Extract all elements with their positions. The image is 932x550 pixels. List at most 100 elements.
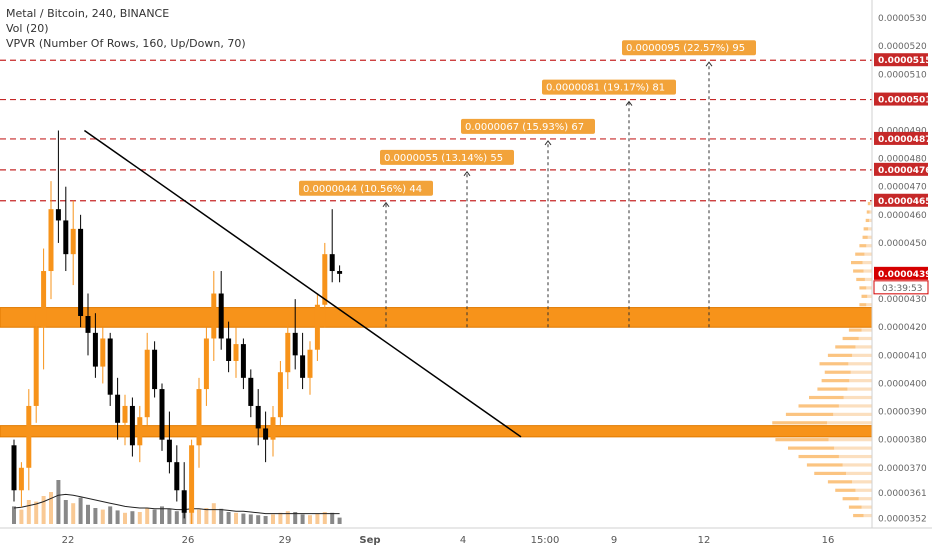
volume-bar [115, 510, 120, 524]
vpvr-up-bar [848, 505, 862, 509]
target-label-text: 0.0000081 (19.17%) 81 [546, 83, 665, 94]
volume-bar [86, 504, 90, 524]
volume-bar [337, 517, 342, 524]
vpvr-down-bar [849, 379, 872, 383]
candle-body [300, 355, 306, 378]
candle-body [174, 462, 180, 491]
price-tick-label: 0.0000480 [878, 155, 927, 165]
vpvr-up-bar [827, 353, 853, 357]
vpvr-down-bar [852, 353, 872, 357]
volume-bar [241, 513, 246, 524]
vpvr-down-bar [847, 387, 872, 391]
price-tick-label: 0.0000450 [878, 239, 927, 249]
price-tick-label: 0.0000410 [878, 351, 927, 361]
target-label-bg [622, 40, 756, 56]
volume-bar [211, 503, 216, 524]
target-arrow-head [625, 100, 633, 106]
vpvr-down-bar [869, 210, 872, 214]
vpvr-down-bar [843, 395, 872, 400]
candle-body [211, 293, 217, 339]
volume-bar [204, 508, 209, 524]
target-label-bg [380, 149, 514, 165]
vpvr-indicator-label[interactable]: VPVR (Number Of Rows, 160, Up/Down, 70) [6, 37, 246, 50]
target-label-bg [299, 180, 433, 196]
vpvr-down-bar [842, 463, 872, 467]
price-tick-label: 0.0000430 [878, 295, 927, 305]
volume-bar [167, 508, 172, 524]
countdown-bg [873, 280, 929, 295]
volume-bar [322, 512, 327, 524]
candle-body [129, 405, 135, 446]
vpvr-down-bar [863, 513, 872, 518]
candle-body [196, 389, 202, 446]
vpvr-down-bar [855, 345, 872, 349]
candle-body [189, 445, 195, 513]
volume-bar [100, 509, 105, 524]
vpvr-down-bar [858, 336, 872, 341]
volume-bar [293, 512, 298, 524]
vpvr-up-bar [806, 463, 843, 467]
vpvr-up-bar [853, 513, 864, 518]
vpvr-up-bar [859, 286, 867, 290]
price-tick-label: 0.0000420 [878, 323, 927, 333]
vpvr-down-bar [864, 252, 872, 256]
candle-body [322, 254, 328, 305]
vpvr-down-bar [838, 404, 872, 408]
volume-indicator-label[interactable]: Vol (20) [6, 22, 49, 35]
vpvr-down-bar [870, 201, 872, 206]
vpvr-down-bar [848, 362, 872, 366]
target-arrow-head [463, 171, 471, 177]
candle-body [11, 445, 17, 491]
vpvr-down-bar [852, 480, 872, 484]
vpvr-up-bar [859, 244, 867, 248]
volume-bar [49, 492, 53, 524]
candle-body [48, 209, 54, 272]
volume-bar [234, 512, 238, 524]
price-tick-label: 0.0000370 [878, 464, 927, 474]
level-label-text: 0.0000515 [878, 56, 932, 66]
volume-ma-line [13, 493, 340, 515]
candle-body [107, 338, 113, 395]
vpvr-down-bar [866, 303, 872, 307]
vpvr-down-bar [867, 294, 872, 298]
candle-body [122, 405, 128, 423]
candle-body [63, 220, 69, 255]
price-tick-label: 0.0000530 [878, 14, 927, 24]
vpvr-up-bar [862, 235, 868, 239]
vpvr-down-bar [855, 488, 872, 492]
volume-bar [197, 509, 201, 524]
candle-body [100, 338, 106, 367]
vpvr-up-bar [798, 454, 839, 459]
level-label-text: 0.0000501 [878, 96, 932, 106]
volume-bar [12, 506, 16, 524]
price-tick-label: 0.0000390 [878, 408, 927, 418]
vpvr-down-bar [866, 244, 872, 248]
trendline-group [83, 129, 522, 438]
volume-bar [123, 512, 127, 524]
price-tick-label: 0.0000460 [878, 211, 927, 221]
volume-bar [285, 511, 290, 524]
vpvr-down-bar [862, 260, 872, 265]
vpvr-up-bar [772, 421, 828, 425]
vpvr-up-bar [817, 387, 848, 391]
vpvr-down-bar [858, 497, 872, 501]
price-tick-label: 0.0000352 [878, 514, 927, 524]
volume-bar [34, 501, 39, 524]
vpvr-up-bar [821, 379, 850, 383]
candle-body [33, 327, 39, 406]
vpvr-up-bar [835, 488, 856, 492]
time-tick-label: 12 [698, 535, 711, 546]
time-tick-label: 16 [822, 535, 835, 546]
volume-bar [41, 496, 46, 524]
volume-bar [248, 514, 253, 524]
chart-legend: Metal / Bitcoin, 240, BINANCE Vol (20) V… [6, 6, 246, 51]
vpvr-down-bar [867, 235, 872, 239]
symbol-title[interactable]: Metal / Bitcoin, 240, BINANCE [6, 7, 170, 20]
volume-bar [93, 508, 98, 524]
last-price-label: 0.0000439 [878, 270, 932, 280]
trendline [83, 129, 522, 438]
level-label-bg [874, 131, 928, 145]
candle-body [41, 271, 47, 328]
vpvr-down-bar [861, 505, 872, 509]
